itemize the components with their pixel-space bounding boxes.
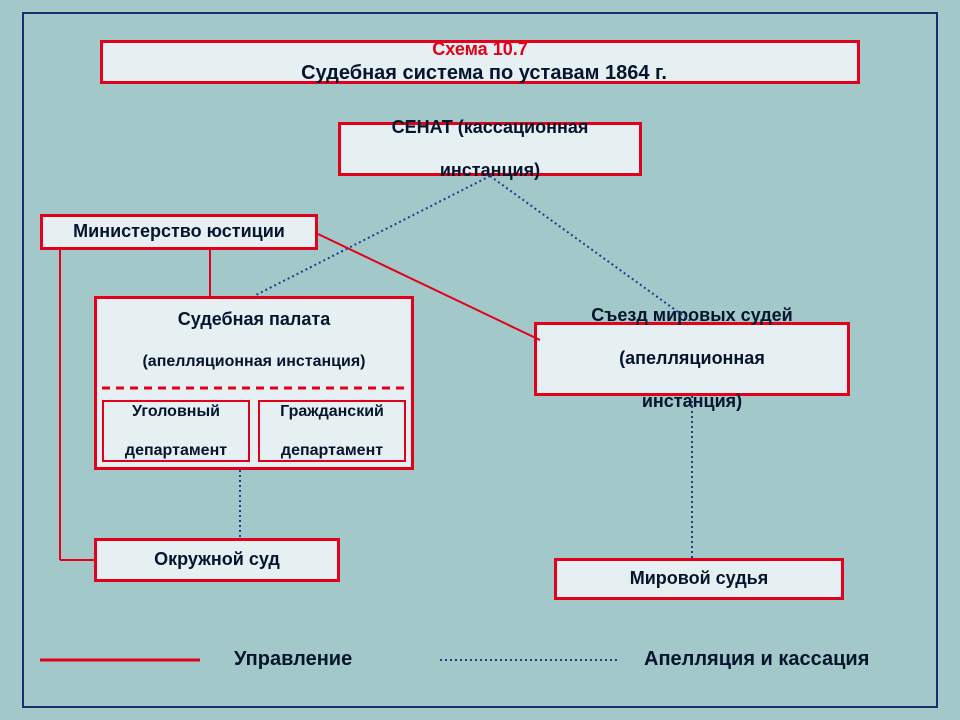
senate-line2: инстанция) (392, 160, 589, 182)
diagram-title: Схема 10.7 Судебная система по уставам 1… (100, 40, 860, 84)
ministry-text: Министерство юстиции (73, 221, 285, 243)
jpeace-text: Мировой судья (630, 568, 769, 590)
diagram-canvas: Схема 10.7 Судебная система по уставам 1… (0, 0, 960, 720)
palata-line2: (апелляционная инстанция) (142, 352, 365, 371)
legend-appeal-label: Апелляция и кассация (644, 648, 869, 671)
node-senate: СЕНАТ (кассационная инстанция) (338, 122, 642, 176)
congress-line1: Съезд мировых судей (591, 305, 792, 327)
node-justice-of-peace: Мировой судья (554, 558, 844, 600)
congress-line3: инстанция) (591, 391, 792, 413)
legend-management-label: Управление (234, 648, 352, 671)
senate-line1: СЕНАТ (кассационная (392, 117, 589, 139)
district-text: Окружной суд (154, 549, 280, 571)
crim-line2: департамент (125, 441, 227, 460)
civ-line2: департамент (280, 441, 384, 460)
civ-line1: Гражданский (280, 402, 384, 421)
palata-line1: Судебная палата (142, 309, 365, 331)
node-congress-judges: Съезд мировых судей (апелляционная инста… (534, 322, 850, 396)
node-district-court: Окружной суд (94, 538, 340, 582)
title-rest: Судебная система по уставам 1864 г. (301, 61, 667, 85)
title-prefix: Схема 10.7 (293, 39, 667, 61)
node-civil-dept: Гражданский департамент (258, 400, 406, 462)
crim-line1: Уголовный (125, 402, 227, 421)
congress-line2: (апелляционная (591, 348, 792, 370)
node-ministry: Министерство юстиции (40, 214, 318, 250)
node-criminal-dept: Уголовный департамент (102, 400, 250, 462)
